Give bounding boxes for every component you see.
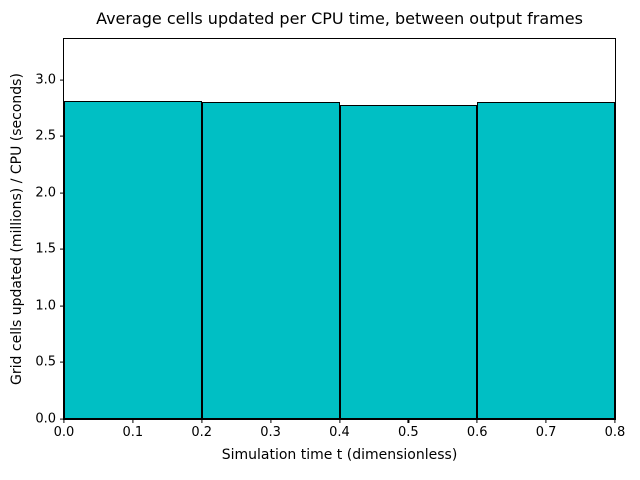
x-tick-mark: [63, 419, 65, 423]
x-tick-label: 0.3: [260, 425, 281, 440]
chart-title: Average cells updated per CPU time, betw…: [96, 9, 583, 28]
x-tick-label: 0.4: [329, 425, 350, 440]
bar: [339, 104, 478, 419]
y-tick-mark: [60, 192, 64, 194]
y-tick-mark: [60, 79, 64, 81]
x-tick-mark: [545, 419, 547, 423]
x-tick-mark: [476, 419, 478, 423]
x-tick-label: 0.2: [191, 425, 213, 440]
y-tick-label: 1.0: [35, 298, 56, 314]
y-tick-mark: [60, 135, 64, 137]
x-tick-mark: [270, 419, 272, 423]
y-tick-label: 2.5: [35, 128, 56, 144]
x-tick-label: 0.1: [122, 425, 144, 440]
y-tick-mark: [60, 248, 64, 250]
bar: [64, 101, 202, 419]
y-tick-mark: [60, 418, 64, 420]
x-tick-mark: [132, 419, 134, 423]
y-tick-mark: [60, 305, 64, 307]
bar: [477, 102, 615, 419]
y-axis-label: Grid cells updated (millions) / CPU (sec…: [9, 73, 25, 385]
x-tick-mark: [614, 419, 616, 423]
x-tick-label: 0.0: [53, 425, 75, 440]
y-tick-label: 0.5: [35, 354, 56, 370]
y-tick-label: 3.0: [35, 72, 56, 88]
x-tick-label: 0.6: [466, 425, 488, 440]
plot-area: 0.0 0.5 1.0 1.5 2.0 2.5 3.0 0.0 0.1 0.2 0.3 0.4 0.5 0…: [35, 38, 625, 439]
x-tick-mark: [407, 419, 409, 423]
bar: [201, 102, 340, 419]
y-tick-label: 0.0: [35, 411, 56, 427]
x-tick-label: 0.5: [398, 425, 419, 440]
y-tick-label: 2.0: [35, 185, 56, 201]
y-tick-mark: [60, 361, 64, 364]
x-tick-mark: [201, 419, 203, 423]
x-tick-label: 0.8: [604, 425, 626, 440]
x-tick-label: 0.7: [535, 425, 557, 440]
y-tick-label: 1.5: [35, 241, 56, 257]
x-axis-label: Simulation time t (dimensionless): [221, 447, 458, 463]
x-tick-mark: [338, 419, 341, 423]
